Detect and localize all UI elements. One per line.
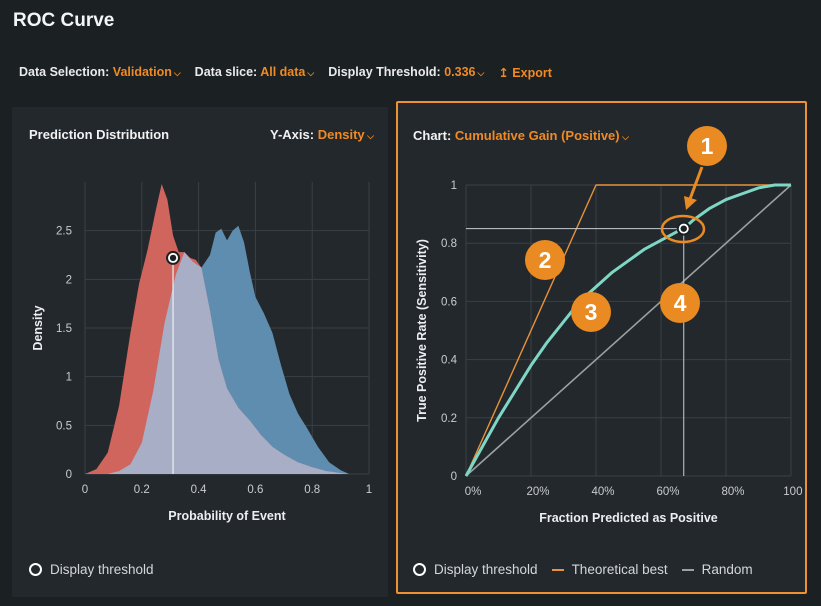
y-tick-label: 0 — [66, 469, 72, 481]
data-selection-value: Validation — [112, 65, 172, 79]
cumulative-gain-panel: Chart: Cumulative Gain (Positive) ⌵ 0 0.2… — [396, 101, 807, 594]
y-tick-label: 0.6 — [441, 296, 457, 308]
legend-threshold-label: Display threshold — [50, 562, 154, 577]
chart-value: Cumulative Gain (Positive) — [454, 128, 620, 143]
data-selection-label: Data Selection: — [19, 65, 110, 79]
data-slice-value: All data — [260, 65, 306, 79]
x-tick-label: 0.6 — [247, 484, 263, 496]
legend-display-threshold: Display threshold — [413, 562, 538, 577]
y-tick-label: 2 — [66, 274, 72, 286]
x-tick-label: 40% — [591, 486, 614, 498]
page-title: ROC Curve — [13, 10, 115, 31]
prediction-distribution-panel: Prediction Distribution Y-Axis: Density … — [12, 107, 388, 597]
chart-label: Chart: — [413, 128, 452, 143]
overlap-area — [85, 252, 369, 474]
y-tick-label: 0 — [451, 471, 457, 483]
callout-1: 1 — [687, 126, 727, 166]
export-button[interactable]: ↥ Export — [498, 65, 552, 80]
legend-random: Random — [681, 562, 753, 577]
y-tick-label: 0.2 — [441, 413, 457, 425]
y-tick-label: 1 — [66, 372, 72, 384]
export-label: Export — [512, 66, 552, 80]
random-line — [465, 184, 792, 477]
x-tick-label: 0 — [82, 484, 88, 496]
callout-3: 3 — [571, 292, 611, 332]
cumulative-gain-chart: 0 0.2 0.4 0.6 0.8 1 0% 20% 40% 60% 80% 100% True Pos… — [415, 180, 803, 525]
threshold-marker-center — [169, 254, 177, 262]
legend-display-threshold: Display threshold — [29, 562, 154, 577]
y-axis-dropdown[interactable]: Y-Axis: Density ⌵ — [270, 127, 374, 142]
chevron-down-icon: ⌵ — [477, 68, 485, 78]
display-threshold-dropdown[interactable]: Display Threshold: 0.336 ⌵ — [328, 65, 484, 80]
y-tick-label: 1 — [451, 180, 457, 192]
data-selection-dropdown[interactable]: Data Selection: Validation ⌵ — [19, 65, 181, 80]
chevron-down-icon: ⌵ — [619, 132, 629, 142]
x-tick-label: 60% — [656, 486, 679, 498]
legend-threshold-label: Display threshold — [434, 562, 538, 577]
y-tick-label: 0.5 — [56, 420, 72, 432]
gray-line-icon — [681, 568, 694, 571]
y-tick-label: 2.5 — [56, 226, 72, 238]
theoretical-best-line — [465, 184, 791, 477]
data-slice-dropdown[interactable]: Data slice: All data ⌵ — [195, 65, 315, 80]
legend-best-label: Theoretical best — [571, 562, 668, 577]
x-tick-label: 20% — [526, 486, 549, 498]
chevron-down-icon: ⌵ — [364, 131, 374, 141]
chart-type-dropdown[interactable]: Chart: Cumulative Gain (Positive) ⌵ — [413, 128, 629, 143]
y-axis-value: Density — [317, 127, 365, 142]
threshold-marker-center — [680, 225, 687, 232]
legend-random-label: Random — [701, 562, 753, 577]
threshold-ring-icon — [29, 563, 42, 576]
x-tick-label: 100% — [783, 486, 803, 498]
prediction-distribution-chart: 0 0.5 1 1.5 2 2.5 0 0.2 0.4 0.6 0.8 1 Density Probabi… — [31, 182, 372, 523]
prediction-distribution-title: Prediction Distribution — [29, 127, 170, 142]
x-axis-title: Probability of Event — [168, 509, 286, 523]
data-slice-label: Data slice: — [194, 65, 258, 79]
display-threshold-label: Display Threshold: — [328, 65, 441, 79]
chevron-down-icon: ⌵ — [307, 68, 315, 78]
toolbar: Data Selection: Validation ⌵ Data slice: … — [19, 65, 552, 80]
callout-4: 4 — [660, 283, 700, 323]
x-tick-label: 0% — [465, 486, 482, 498]
x-tick-label: 0.4 — [191, 484, 208, 496]
x-tick-label: 80% — [721, 486, 744, 498]
display-threshold-value: 0.336 — [444, 65, 476, 79]
cumulative-gain-curve — [464, 183, 791, 477]
y-axis-title: True Positive Rate (Sensitivity) — [415, 239, 429, 422]
y-axis-label: Y-Axis: — [270, 127, 315, 142]
x-tick-label: 0.8 — [304, 484, 320, 496]
y-axis-title: Density — [31, 305, 45, 350]
x-tick-label: 1 — [366, 484, 372, 496]
orange-line-icon — [551, 568, 564, 571]
legend-theoretical-best: Theoretical best — [551, 562, 668, 577]
y-tick-label: 0.8 — [441, 238, 457, 250]
x-tick-label: 0.2 — [134, 484, 150, 496]
chevron-down-icon: ⌵ — [173, 68, 181, 78]
gain-legend: Display threshold Theoretical best Rando… — [413, 562, 753, 577]
threshold-ring-icon — [413, 563, 426, 576]
x-axis-title: Fraction Predicted as Positive — [539, 511, 718, 525]
y-tick-label: 0.4 — [441, 355, 458, 367]
callout-2: 2 — [525, 240, 565, 280]
export-icon: ↥ — [498, 66, 509, 80]
y-tick-label: 1.5 — [56, 323, 72, 335]
